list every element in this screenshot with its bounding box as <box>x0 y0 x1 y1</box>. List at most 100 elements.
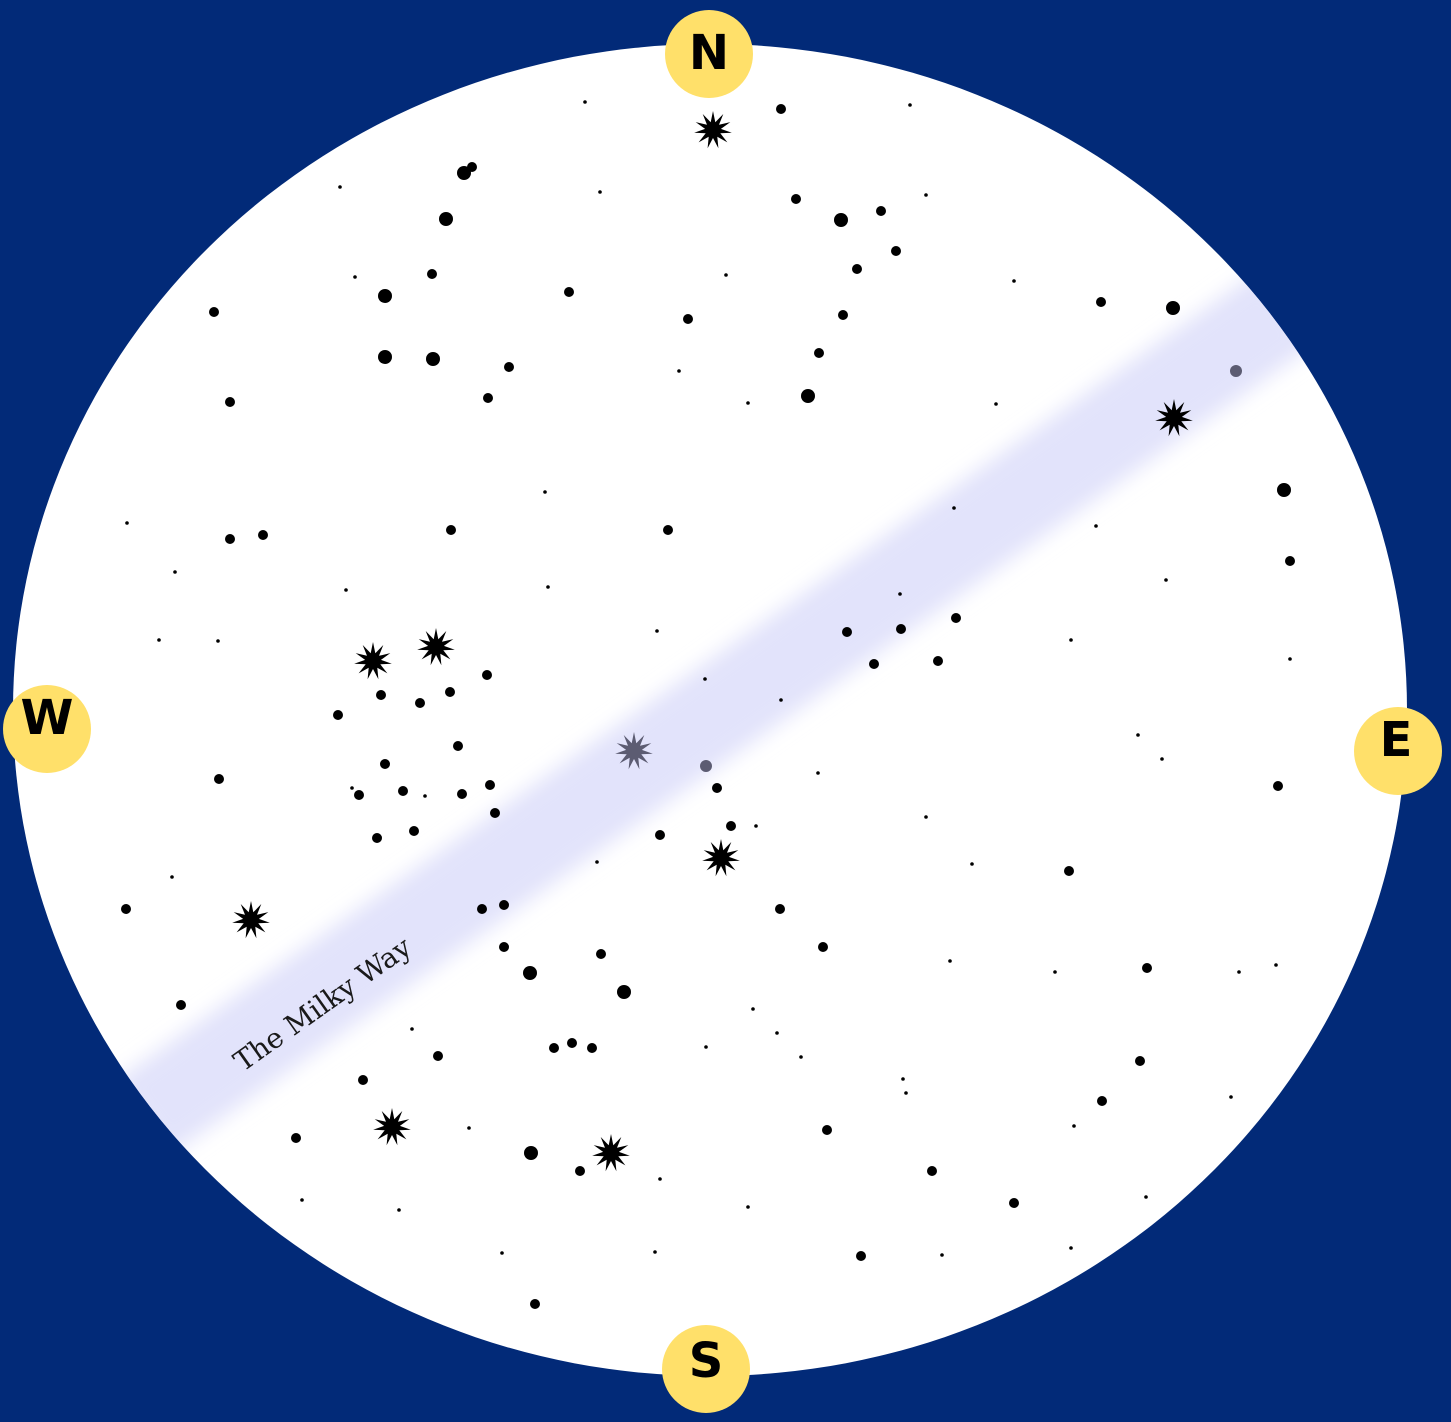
faint-star <box>1012 279 1016 283</box>
faint-star <box>655 629 659 633</box>
faint-star <box>816 771 820 775</box>
star <box>446 525 456 535</box>
star <box>398 786 408 796</box>
faint-star <box>703 677 707 681</box>
faint-star <box>724 273 728 277</box>
star <box>291 1133 301 1143</box>
bright-star <box>417 628 455 666</box>
star <box>891 246 901 256</box>
faint-star <box>952 506 956 510</box>
star <box>504 362 514 372</box>
star <box>1230 365 1242 377</box>
faint-star <box>1094 524 1098 528</box>
faint-star <box>779 698 783 702</box>
faint-star <box>500 1251 504 1255</box>
star <box>834 213 848 227</box>
star <box>933 656 943 666</box>
compass-north: N <box>665 10 753 98</box>
star <box>1166 301 1180 315</box>
faint-star <box>704 1045 708 1049</box>
star <box>482 670 492 680</box>
star <box>426 352 440 366</box>
faint-star <box>1069 1246 1073 1250</box>
star <box>439 212 453 226</box>
star <box>477 904 487 914</box>
star <box>499 900 509 910</box>
faint-star <box>344 588 348 592</box>
faint-star <box>423 794 427 798</box>
star <box>663 525 673 535</box>
star <box>524 1146 538 1160</box>
star <box>838 310 848 320</box>
bright-star <box>592 1134 630 1172</box>
star <box>378 289 392 303</box>
star <box>951 613 961 623</box>
faint-star <box>653 1250 657 1254</box>
star <box>927 1166 937 1176</box>
star <box>549 1043 559 1053</box>
faint-star <box>1237 970 1241 974</box>
faint-star <box>746 1205 750 1209</box>
star <box>822 1125 832 1135</box>
star <box>712 783 722 793</box>
star <box>490 808 500 818</box>
faint-star <box>1053 970 1057 974</box>
star <box>1009 1198 1019 1208</box>
star <box>258 530 268 540</box>
faint-star <box>904 1091 908 1095</box>
star <box>700 760 712 772</box>
faint-star <box>754 824 758 828</box>
east-label: E <box>1380 712 1413 768</box>
star <box>121 904 131 914</box>
star <box>523 966 537 980</box>
faint-star <box>173 570 177 574</box>
bright-star <box>702 839 740 877</box>
faint-star <box>658 1177 662 1181</box>
star <box>818 942 828 952</box>
faint-star <box>924 815 928 819</box>
star <box>1142 963 1152 973</box>
star <box>372 833 382 843</box>
faint-star <box>1288 657 1292 661</box>
star-field <box>121 100 1295 1309</box>
faint-star <box>1069 638 1073 642</box>
star <box>445 687 455 697</box>
star <box>225 534 235 544</box>
star <box>378 350 392 364</box>
bright-star <box>373 1108 411 1146</box>
star <box>415 698 425 708</box>
star <box>427 269 437 279</box>
west-label: W <box>21 690 74 746</box>
bright-star <box>232 901 270 939</box>
star <box>457 166 471 180</box>
faint-star <box>595 860 599 864</box>
star <box>176 1000 186 1010</box>
faint-star <box>353 275 357 279</box>
bright-star <box>1155 399 1193 437</box>
star <box>869 659 879 669</box>
star <box>1277 483 1291 497</box>
star <box>801 389 815 403</box>
faint-star <box>1229 1095 1233 1099</box>
star <box>1064 866 1074 876</box>
star <box>483 393 493 403</box>
star <box>530 1299 540 1309</box>
star <box>453 741 463 751</box>
south-label: S <box>689 1333 724 1389</box>
faint-star <box>216 639 220 643</box>
star <box>209 307 219 317</box>
faint-star <box>677 369 681 373</box>
faint-star <box>170 875 174 879</box>
faint-star <box>598 190 602 194</box>
faint-star <box>546 585 550 589</box>
faint-star <box>410 1027 414 1031</box>
faint-star <box>583 100 587 104</box>
faint-star <box>775 1031 779 1035</box>
star <box>1097 1096 1107 1106</box>
star <box>1096 297 1106 307</box>
star <box>726 821 736 831</box>
faint-star <box>994 402 998 406</box>
star <box>499 942 509 952</box>
compass-south: S <box>662 1325 750 1413</box>
bright-star <box>615 732 653 770</box>
